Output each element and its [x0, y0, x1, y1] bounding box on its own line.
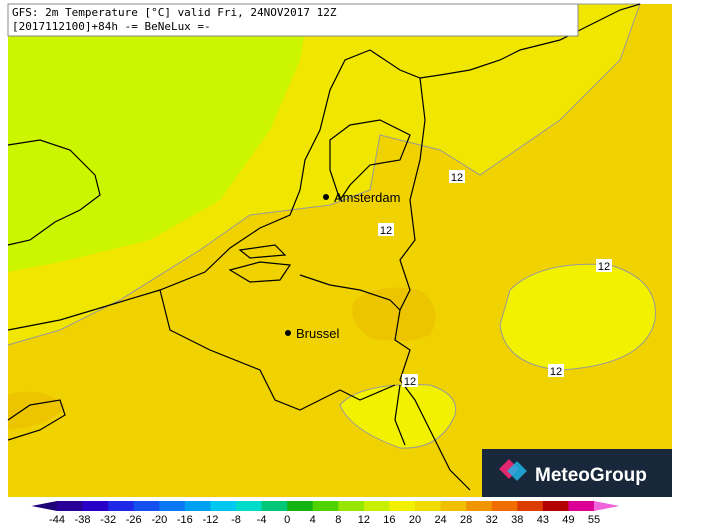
- colorbar-label: -8: [231, 514, 241, 525]
- colorbar-label: 28: [460, 514, 472, 525]
- contour-label-bg: [378, 223, 394, 236]
- colorbar-label: 32: [486, 514, 498, 525]
- colorbar-box: [261, 501, 288, 511]
- colorbar-label: 0: [284, 514, 290, 525]
- colorbar-label: -16: [177, 514, 193, 525]
- colorbar-label: 20: [409, 514, 421, 525]
- colorbar-label: -20: [151, 514, 167, 525]
- coastlines: [7, 3, 641, 491]
- title-box: [7, 3, 579, 37]
- colorbar-box: [82, 501, 109, 511]
- colorbar-box: [466, 501, 493, 511]
- colorbar-label: 16: [383, 514, 395, 525]
- colorbar-box: [236, 501, 263, 511]
- contour-area: [339, 384, 457, 449]
- colorbar-label: -38: [75, 514, 91, 525]
- city-dot: [285, 330, 291, 336]
- fields: [7, 3, 672, 497]
- colorbar-box: [542, 501, 569, 511]
- colorbar-arrow: [31, 501, 57, 511]
- city-dot: [323, 194, 329, 200]
- colorbar-box: [159, 501, 186, 511]
- colorbar-label: -44: [49, 514, 65, 525]
- colorbar-label: 4: [310, 514, 316, 525]
- colorbar-label: 8: [335, 514, 341, 525]
- contour-label-bg: [449, 170, 465, 183]
- colorbar-box: [57, 501, 84, 511]
- contour-line: [7, 3, 641, 346]
- city-label: Brussel: [296, 326, 339, 341]
- contour-label-bg: [596, 259, 612, 272]
- colorbar-label: -4: [257, 514, 267, 525]
- colorbar-arrow: [594, 501, 620, 511]
- colorbar-label: -12: [202, 514, 218, 525]
- logo-text: MeteoGroup: [535, 465, 647, 486]
- colorbar-box: [312, 501, 339, 511]
- contour-label: 12: [380, 225, 392, 237]
- title: GFS: 2m Temperature [°C] valid Fri, 24NO…: [12, 6, 337, 19]
- contour-label: 12: [404, 376, 416, 388]
- colorbar-label: 49: [562, 514, 574, 525]
- colorbar-box: [389, 501, 416, 511]
- subtitle: [2017112100]+84h -= BeNeLux =-: [12, 20, 211, 33]
- colorbar-box: [517, 501, 544, 511]
- colorbar-box: [415, 501, 442, 511]
- contour-label: 12: [550, 366, 562, 378]
- contour-label-bg: [548, 364, 564, 377]
- colorbar-box: [184, 501, 211, 511]
- colorbar-label: 55: [588, 514, 600, 525]
- city-label: Amsterdam: [334, 190, 400, 205]
- logo-icon: [499, 459, 527, 481]
- colorbar-box: [108, 501, 135, 511]
- colorbar-box: [338, 501, 365, 511]
- colorbar-box: [210, 501, 237, 511]
- colorbar-box: [568, 501, 595, 511]
- colorbar-label: 12: [358, 514, 370, 525]
- contour-label: 12: [598, 261, 610, 273]
- colorbar-box: [440, 501, 467, 511]
- contour-area: [499, 263, 656, 371]
- colorbar-label: 24: [434, 514, 446, 525]
- colorbar-label: -32: [100, 514, 116, 525]
- colorbar-box: [491, 501, 518, 511]
- colorbar-box: [133, 501, 160, 511]
- contour-label: 12: [451, 172, 463, 184]
- colorbar-label: 43: [537, 514, 549, 525]
- contour-label-bg: [402, 374, 418, 387]
- warm-spot: [352, 287, 436, 341]
- colorbar-label: 38: [511, 514, 523, 525]
- colorbar-box: [287, 501, 314, 511]
- colorbar-label: -26: [126, 514, 142, 525]
- cool-field: [8, 4, 310, 272]
- colorbar-box: [363, 501, 390, 511]
